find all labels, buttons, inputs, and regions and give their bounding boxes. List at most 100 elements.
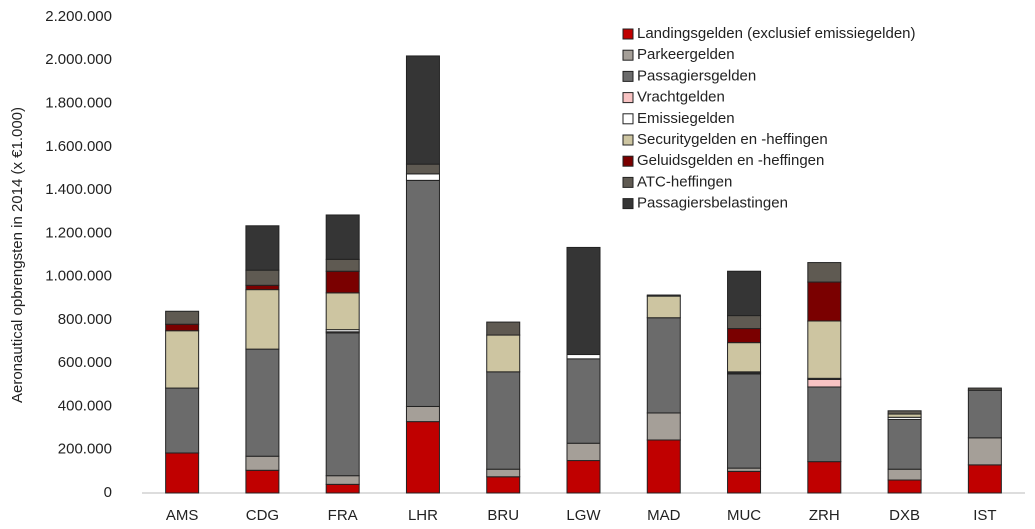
x-tick-label: LGW xyxy=(566,507,601,524)
y-tick-label: 2.200.000 xyxy=(45,8,112,25)
bar-segment xyxy=(486,321,521,336)
bar-segment xyxy=(807,262,842,283)
legend-swatch xyxy=(622,155,634,167)
bar-segment xyxy=(165,452,200,494)
bar-segment xyxy=(566,442,601,462)
bar-segment xyxy=(165,310,200,325)
bar-segment xyxy=(807,320,842,379)
bar-segment xyxy=(486,468,521,478)
bar-segment xyxy=(887,468,922,481)
bar-segment xyxy=(325,292,360,331)
x-tick-label: BRU xyxy=(487,507,519,524)
bar-segment xyxy=(887,479,922,494)
legend-label: Geluidsgelden en -heffingen xyxy=(637,152,824,169)
bar-segment xyxy=(405,421,440,494)
bar-segment xyxy=(646,439,681,494)
bar-segment xyxy=(245,348,280,457)
bar-segment xyxy=(486,371,521,470)
bar-segment xyxy=(807,461,842,494)
bar-segment xyxy=(325,270,360,294)
bar-segment xyxy=(325,475,360,485)
x-tick-label: ZRH xyxy=(809,507,840,524)
legend-label: Securitygelden en -heffingen xyxy=(637,131,828,148)
bar-segment xyxy=(486,334,521,373)
legend-label: Emissiegelden xyxy=(637,110,735,127)
bar-segment xyxy=(325,258,360,272)
legend-label: Parkeergelden xyxy=(637,46,735,63)
x-tick-label: IST xyxy=(973,507,996,524)
bar-segment xyxy=(967,387,1002,391)
y-tick-label: 1.400.000 xyxy=(45,181,112,198)
legend-swatch xyxy=(622,28,634,40)
bar-segment xyxy=(566,358,601,444)
bar-segment xyxy=(245,225,280,271)
bar-segment xyxy=(887,410,922,415)
y-tick-label: 2.000.000 xyxy=(45,51,112,68)
y-axis-label: Aeronautical opbrengsten in 2014 (x €1.0… xyxy=(9,107,26,403)
bar-segment xyxy=(646,412,681,441)
legend-swatch xyxy=(622,92,634,104)
bar-segment xyxy=(405,179,440,407)
bar-segment xyxy=(887,418,922,470)
y-tick-label: 1.600.000 xyxy=(45,138,112,155)
bar-segment xyxy=(245,469,280,494)
bar-segment xyxy=(325,483,360,494)
bar-segment xyxy=(727,470,762,494)
bar-segment xyxy=(727,342,762,373)
x-tick-label: MUC xyxy=(727,507,761,524)
bar-segment xyxy=(405,55,440,165)
y-tick-label: 400.000 xyxy=(58,397,112,414)
bar-segment xyxy=(727,270,762,317)
bar-segment xyxy=(245,455,280,471)
x-tick-label: DXB xyxy=(889,507,920,524)
legend-label: Vrachtgelden xyxy=(637,89,725,106)
x-tick-label: CDG xyxy=(246,507,279,524)
bar-segment xyxy=(807,281,842,322)
y-tick-label: 800.000 xyxy=(58,311,112,328)
x-tick-label: MAD xyxy=(647,507,681,524)
y-tick-label: 200.000 xyxy=(58,441,112,458)
y-tick-label: 1.000.000 xyxy=(45,268,112,285)
bar-segment xyxy=(566,246,601,356)
legend-swatch xyxy=(622,198,634,210)
bar-segment xyxy=(967,464,1002,494)
legend-label: Landingsgelden (exclusief emissiegelden) xyxy=(637,25,916,42)
bar-segment xyxy=(807,386,842,463)
bar-segment xyxy=(486,476,521,494)
bar-segment xyxy=(245,289,280,350)
bar-segment xyxy=(807,378,842,388)
bar-segment xyxy=(727,328,762,344)
bar-segment xyxy=(405,405,440,423)
legend-label: Passagiersbelastingen xyxy=(637,195,788,212)
bar-segment xyxy=(165,323,200,332)
legend-swatch xyxy=(622,176,634,188)
bar-segment xyxy=(967,389,1002,439)
y-tick-label: 0 xyxy=(104,484,112,501)
bar-segment xyxy=(165,387,200,454)
x-tick-label: LHR xyxy=(408,507,438,524)
legend-swatch xyxy=(622,70,634,82)
y-tick-label: 1.200.000 xyxy=(45,224,112,241)
bar-segment xyxy=(646,294,681,297)
bar-segment xyxy=(566,460,601,494)
y-tick-label: 1.800.000 xyxy=(45,95,112,112)
bar-segment xyxy=(325,214,360,260)
bar-segment xyxy=(405,163,440,175)
bar-segment xyxy=(245,269,280,286)
bar-segment xyxy=(727,315,762,330)
bar-segment xyxy=(646,295,681,319)
bar-segment xyxy=(566,354,601,360)
legend-label: Passagiersgelden xyxy=(637,67,756,84)
bar-segment xyxy=(967,437,1002,466)
legend-label: ATC-heffingen xyxy=(637,173,732,190)
legend-swatch xyxy=(622,49,634,61)
legend-swatch xyxy=(622,113,634,125)
bar-segment xyxy=(646,317,681,414)
bar-segment xyxy=(165,330,200,389)
bar-segment xyxy=(245,284,280,291)
bar-segment xyxy=(727,373,762,469)
x-tick-label: AMS xyxy=(166,507,199,524)
legend-swatch xyxy=(622,134,634,146)
